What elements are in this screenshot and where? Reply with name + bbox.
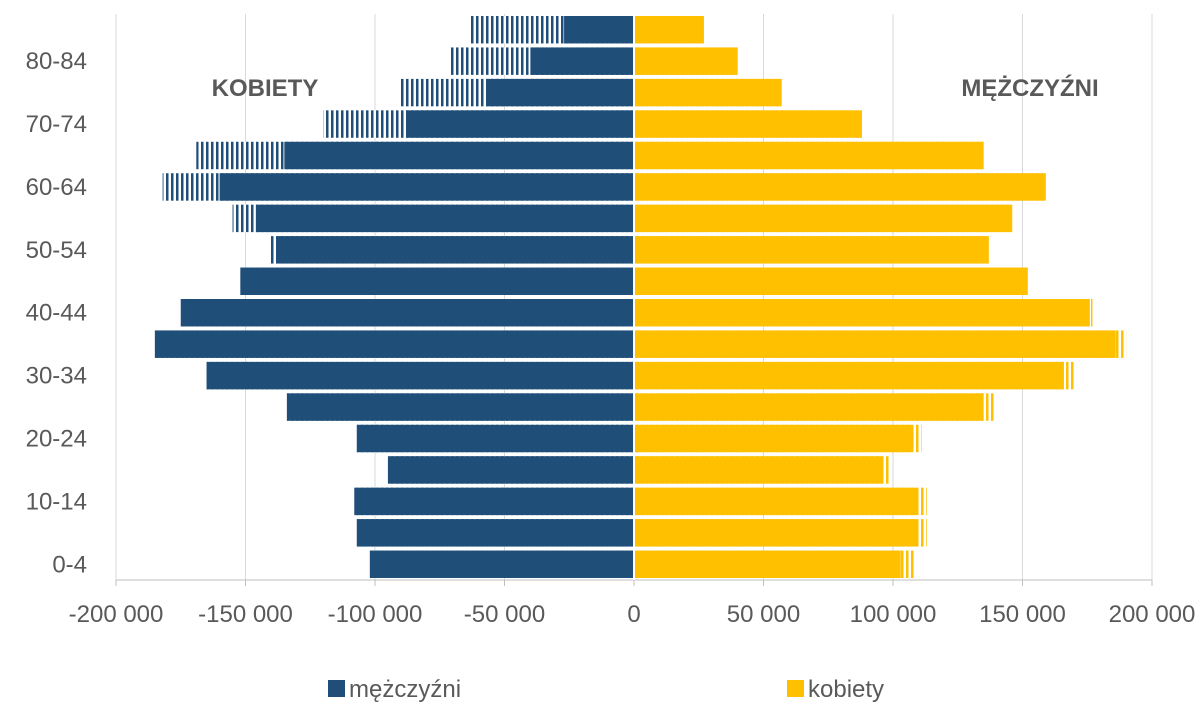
x-tick-label-1: -150 000 (198, 601, 293, 628)
x-tick-label-7: 150 000 (979, 601, 1066, 628)
bar-male-45-49 (240, 267, 634, 295)
right-side-label: MĘŻCZYŹNI (961, 74, 1098, 102)
bar-male-5-9 (356, 519, 634, 547)
bar-male-65-69 (284, 141, 634, 170)
bar-female-45-49 (634, 267, 1028, 295)
bar-female-15-19 (634, 456, 883, 484)
bar-female-80-84 (634, 47, 738, 75)
bar-male-10-14 (354, 487, 634, 516)
bar-male-35-39 (154, 330, 634, 358)
bar-female-35-39 (634, 330, 1116, 358)
left-side-label: KOBIETY (212, 75, 319, 102)
x-tick-label-2: -100 000 (328, 601, 423, 628)
bar-female-0-4 (634, 550, 901, 578)
y-tick-label-20-24: 20-24 (26, 426, 87, 453)
y-tick-label-0-4: 0-4 (52, 551, 87, 578)
x-tick-label-8: 200 000 (1109, 601, 1196, 628)
y-tick-label-40-44: 40-44 (26, 300, 87, 327)
x-tick-labels: -200 000 -150 000 -100 000 -50 000 0 50 000 10… (69, 601, 1196, 628)
bar-male-0-4 (369, 550, 634, 578)
bar-male-55-59 (255, 204, 635, 233)
bar-male-85+ (564, 16, 634, 44)
legend-label-female: kobiety (808, 676, 884, 702)
x-tick-label-4: 0 (627, 601, 640, 628)
bar-female-25-29 (634, 393, 984, 421)
bar-male-70-74 (406, 110, 634, 138)
legend: mężczyźni kobiety (328, 676, 884, 703)
y-tick-label-60-64: 60-64 (26, 174, 87, 201)
bar-female-30-34 (634, 361, 1064, 390)
bar-female-40-44 (634, 299, 1090, 327)
y-tick-label-80-84: 80-84 (26, 48, 87, 75)
legend-swatch-female (787, 680, 804, 697)
x-tick-label-0: -200 000 (69, 601, 164, 628)
bar-male-15-19 (387, 456, 634, 484)
bar-male-80-84 (530, 47, 634, 75)
x-tick-label-3: -50 000 (464, 601, 545, 628)
x-tick-label-6: 100 000 (850, 601, 937, 628)
y-tick-label-70-74: 70-74 (26, 111, 87, 138)
bar-female-55-59 (634, 204, 1013, 233)
bar-female-70-74 (634, 110, 862, 138)
bar-male-25-29 (286, 393, 634, 421)
legend-swatch-male (328, 680, 345, 697)
legend-label-male: mężczyźni (349, 676, 461, 702)
bar-female-75-79 (634, 78, 782, 107)
bar-male-20-24 (356, 424, 634, 453)
bar-female-50-54 (634, 236, 989, 264)
y-tick-label-30-34: 30-34 (26, 363, 87, 390)
bar-male-50-54 (276, 236, 634, 264)
axes (115, 14, 1153, 586)
bar-female-20-24 (634, 424, 912, 453)
y-tick-label-10-14: 10-14 (26, 488, 87, 515)
bar-male-60-64 (219, 173, 634, 201)
bar-male-40-44 (180, 299, 634, 327)
bar-female-10-14 (634, 487, 917, 516)
x-tick-label-5: 50 000 (727, 601, 800, 628)
y-tick-label-50-54: 50-54 (26, 237, 87, 264)
bars (154, 16, 1116, 578)
bar-male-75-79 (486, 78, 634, 107)
bar-female-5-9 (634, 519, 917, 547)
bar-male-30-34 (206, 361, 634, 390)
bar-female-60-64 (634, 173, 1046, 201)
y-tick-labels: 0-4 10-14 20-24 30-34 40-44 50-54 60-64 70-74 80… (26, 48, 87, 578)
bar-female-65-69 (634, 141, 984, 170)
bar-female-85+ (634, 16, 704, 44)
